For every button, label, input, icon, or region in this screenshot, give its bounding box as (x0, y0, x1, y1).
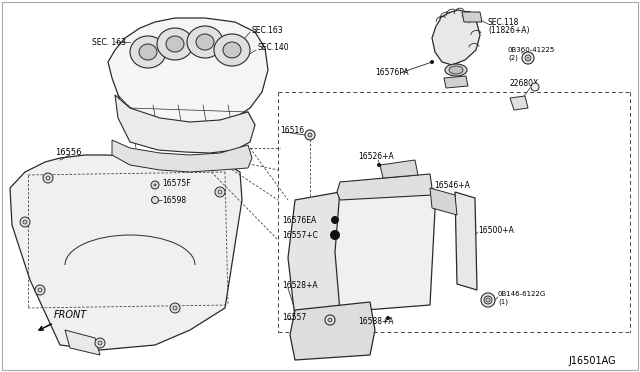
Ellipse shape (449, 66, 463, 74)
Circle shape (330, 230, 340, 240)
Polygon shape (432, 10, 480, 65)
Text: FRONT: FRONT (39, 310, 86, 330)
Text: SEC. 163: SEC. 163 (92, 38, 126, 46)
Circle shape (522, 52, 534, 64)
Text: SEC.118: SEC.118 (488, 17, 520, 26)
Polygon shape (65, 330, 100, 355)
Text: SEC.140: SEC.140 (258, 42, 290, 51)
Polygon shape (112, 140, 252, 172)
Circle shape (98, 341, 102, 345)
Ellipse shape (187, 26, 223, 58)
Text: 16528+A: 16528+A (282, 280, 317, 289)
Polygon shape (108, 18, 268, 124)
Circle shape (151, 181, 159, 189)
Circle shape (215, 187, 225, 197)
Circle shape (527, 57, 529, 60)
Text: 16516: 16516 (280, 125, 304, 135)
Polygon shape (335, 182, 435, 312)
Circle shape (154, 183, 157, 186)
Circle shape (20, 217, 30, 227)
Polygon shape (462, 12, 482, 22)
Ellipse shape (214, 34, 250, 66)
Ellipse shape (130, 36, 166, 68)
Circle shape (305, 130, 315, 140)
Text: (2): (2) (508, 55, 518, 61)
Circle shape (38, 288, 42, 292)
Circle shape (430, 60, 434, 64)
Text: 0B360-41225: 0B360-41225 (508, 47, 556, 53)
Ellipse shape (139, 44, 157, 60)
Circle shape (308, 133, 312, 137)
Text: (1): (1) (498, 299, 508, 305)
Circle shape (46, 176, 50, 180)
Ellipse shape (445, 64, 467, 76)
Ellipse shape (223, 42, 241, 58)
Ellipse shape (166, 36, 184, 52)
Text: 16500+A: 16500+A (478, 225, 514, 234)
Circle shape (218, 190, 222, 194)
Circle shape (377, 163, 381, 167)
Text: 16576PA: 16576PA (375, 67, 408, 77)
Polygon shape (115, 95, 255, 153)
Text: 16557: 16557 (282, 314, 307, 323)
Circle shape (173, 306, 177, 310)
Text: 16575F: 16575F (162, 179, 191, 187)
Polygon shape (430, 188, 457, 215)
Polygon shape (444, 76, 468, 88)
Circle shape (325, 315, 335, 325)
Circle shape (170, 303, 180, 313)
Text: (11826+A): (11826+A) (488, 26, 529, 35)
Polygon shape (290, 302, 375, 360)
Circle shape (486, 298, 490, 302)
Text: 0B146-6122G: 0B146-6122G (498, 291, 547, 297)
Polygon shape (380, 160, 418, 178)
Circle shape (95, 338, 105, 348)
Polygon shape (455, 192, 477, 290)
Circle shape (35, 285, 45, 295)
Ellipse shape (157, 28, 193, 60)
Circle shape (484, 296, 492, 304)
Circle shape (43, 173, 53, 183)
Text: 16556: 16556 (55, 148, 81, 157)
Text: J16501AG: J16501AG (568, 356, 616, 366)
Text: 16546+A: 16546+A (434, 180, 470, 189)
Polygon shape (510, 96, 528, 110)
Circle shape (525, 55, 531, 61)
Text: 16598: 16598 (162, 196, 186, 205)
Circle shape (531, 83, 539, 91)
Text: 16557+C: 16557+C (282, 231, 318, 240)
Circle shape (386, 316, 390, 320)
Ellipse shape (196, 34, 214, 50)
Text: 22680X: 22680X (510, 78, 540, 87)
Polygon shape (337, 174, 433, 200)
Text: SEC.163: SEC.163 (252, 26, 284, 35)
Circle shape (152, 196, 159, 203)
Text: 16576EA: 16576EA (282, 215, 316, 224)
Circle shape (23, 220, 27, 224)
Circle shape (328, 318, 332, 322)
Text: 16526+A: 16526+A (358, 151, 394, 160)
Polygon shape (10, 155, 242, 350)
Circle shape (481, 293, 495, 307)
Circle shape (331, 216, 339, 224)
Text: 16588+A: 16588+A (358, 317, 394, 327)
Polygon shape (288, 192, 345, 318)
